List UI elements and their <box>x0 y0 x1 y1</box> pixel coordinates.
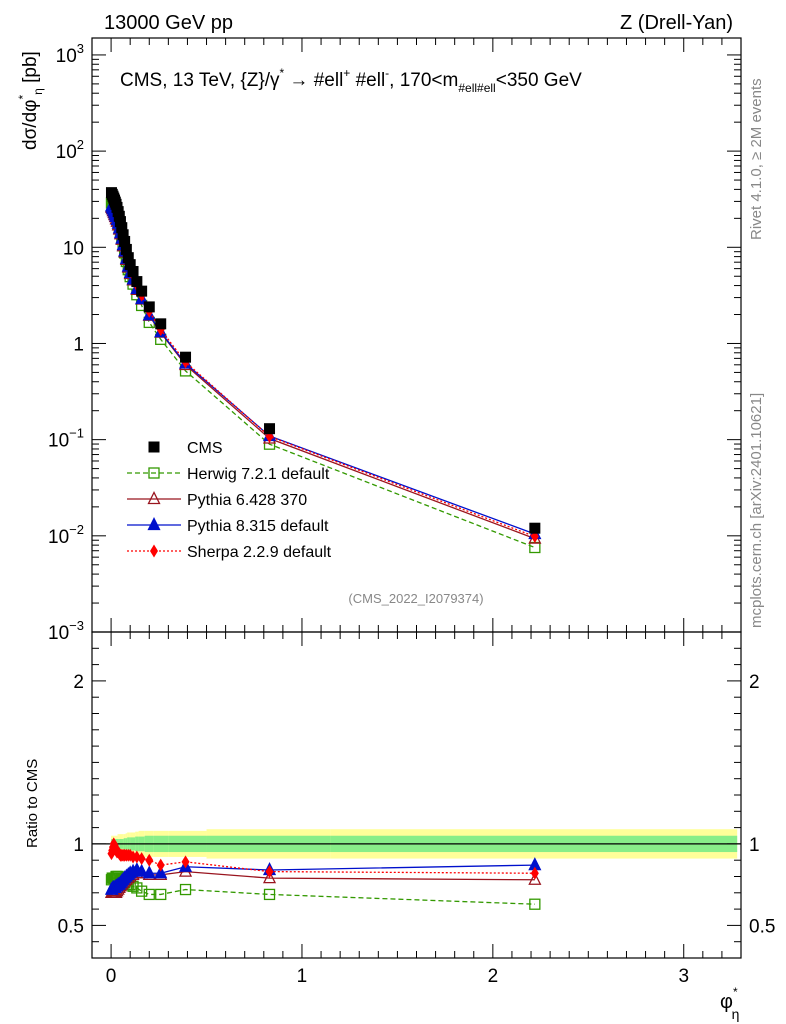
ratio-y-tick-label: 1 <box>73 835 84 856</box>
x-tick-label: 0 <box>106 966 117 987</box>
series-point-main <box>529 541 541 554</box>
ratio-y-tick-label-right: 2 <box>749 672 760 693</box>
cms-data-point <box>114 216 126 228</box>
series-1-ratio <box>105 870 541 910</box>
cms-data-point <box>143 301 155 313</box>
legend-marker <box>148 441 160 453</box>
cms-data-point <box>122 252 134 264</box>
cms-data-point <box>136 285 148 297</box>
series-point-ratio <box>262 870 277 884</box>
header-left: 13000 GeV pp <box>104 12 233 34</box>
cms-data-point <box>127 266 139 278</box>
series-line-main <box>110 206 536 535</box>
cms-data-point <box>131 276 143 288</box>
series-point-ratio <box>145 853 154 867</box>
ratio-y-axis-label: Ratio to CMS <box>24 759 41 848</box>
ratio-panel: 0 1 2 3 0.5 0.5 1 1 2 2 <box>58 631 775 987</box>
y-tick-label: 10−1 <box>48 426 84 452</box>
series-point-ratio <box>142 865 156 879</box>
legend-label: CMS <box>187 440 223 457</box>
y-tick-label: 1 <box>73 334 84 355</box>
legend-item: Pythia 8.315 default <box>127 517 329 535</box>
legend-item: Sherpa 2.2.9 default <box>127 544 332 561</box>
cms-data-point <box>529 522 541 534</box>
cms-data-point <box>119 235 131 247</box>
series-3-main <box>104 198 542 540</box>
y-tick-label: 10 <box>63 238 84 259</box>
series-line-ratio <box>111 864 535 891</box>
legend-marker <box>147 517 161 531</box>
series-point-ratio <box>154 865 168 879</box>
y-tick-label: 102 <box>56 137 84 163</box>
y-axis-label: dσ/dφ*η [pb] <box>16 51 45 150</box>
series-2-main <box>104 199 542 544</box>
x-tick-label: 3 <box>678 966 689 987</box>
series-point-ratio <box>530 866 539 880</box>
legend-label: Pythia 6.428 370 <box>187 492 307 509</box>
legend-label: Herwig 7.2.1 default <box>187 466 330 483</box>
mcplots-label: mcplots.cern.ch [arXiv:2401.10621] <box>748 393 765 628</box>
legend-item: Herwig 7.2.1 default <box>127 466 330 483</box>
legend-marker <box>147 491 161 505</box>
series-point-ratio <box>155 888 167 901</box>
legend-item: CMS <box>148 440 223 457</box>
cms-data-point <box>117 229 129 241</box>
cms-data-point <box>124 259 136 271</box>
ratio-y-tick-label-right: 1 <box>749 835 760 856</box>
series-point-ratio <box>265 865 274 879</box>
series-line-main <box>110 202 536 549</box>
plot-title: CMS, 13 TeV, {Z}/γ* → #ell+ #ell-, 170<m… <box>120 66 582 95</box>
series-line-main <box>110 207 536 540</box>
legend-item: Pythia 6.428 370 <box>127 491 307 509</box>
series-point-ratio <box>135 863 149 877</box>
legend-label: Pythia 8.315 default <box>187 518 329 535</box>
ratio-y-tick-label: 2 <box>73 672 84 693</box>
series-point-ratio <box>143 888 155 901</box>
series-point-ratio <box>529 898 541 910</box>
legend: CMS Herwig 7.2.1 default Pythia 6.428 370 P… <box>127 440 332 561</box>
series-point-ratio <box>263 888 276 901</box>
rivet-label: Rivet 4.1.0, ≥ 2M events <box>748 78 765 240</box>
ratio-y-tick-label: 0.5 <box>58 916 84 937</box>
header-right: Z (Drell-Yan) <box>620 12 733 34</box>
cms-data-point <box>180 351 192 363</box>
cms-data-point <box>264 423 276 435</box>
analysis-watermark: (CMS_2022_I2079374) <box>348 591 483 606</box>
x-tick-label: 1 <box>297 966 308 987</box>
cms-data <box>105 187 541 534</box>
cms-data-point <box>155 318 167 330</box>
legend-marker <box>150 544 158 558</box>
legend-label: Sherpa 2.2.9 default <box>187 544 332 561</box>
series-4-ratio <box>107 837 539 880</box>
x-axis-label: φ* η <box>720 985 739 1022</box>
y-tick-label: 10−3 <box>48 618 84 644</box>
cms-data-point <box>116 222 128 234</box>
series-line-main <box>110 194 536 538</box>
series-point-ratio <box>528 871 542 885</box>
series-line-ratio <box>110 875 535 905</box>
series-point-ratio <box>156 858 165 872</box>
series-point-ratio <box>135 885 148 897</box>
ratio-frame <box>91 631 742 959</box>
x-tick-label: 2 <box>488 966 499 987</box>
ratio-y-tick-label-right: 0.5 <box>749 916 775 937</box>
series-point-ratio <box>179 883 192 896</box>
series-point-ratio <box>181 855 190 869</box>
y-tick-label: 10−2 <box>48 522 84 548</box>
cms-data-point <box>120 243 132 255</box>
series-line-ratio <box>111 870 535 894</box>
series-point-ratio <box>137 852 146 866</box>
main-frame <box>91 37 742 633</box>
series-4-main <box>107 188 539 543</box>
y-tick-label: 103 <box>56 41 84 67</box>
legend-marker <box>148 467 160 479</box>
